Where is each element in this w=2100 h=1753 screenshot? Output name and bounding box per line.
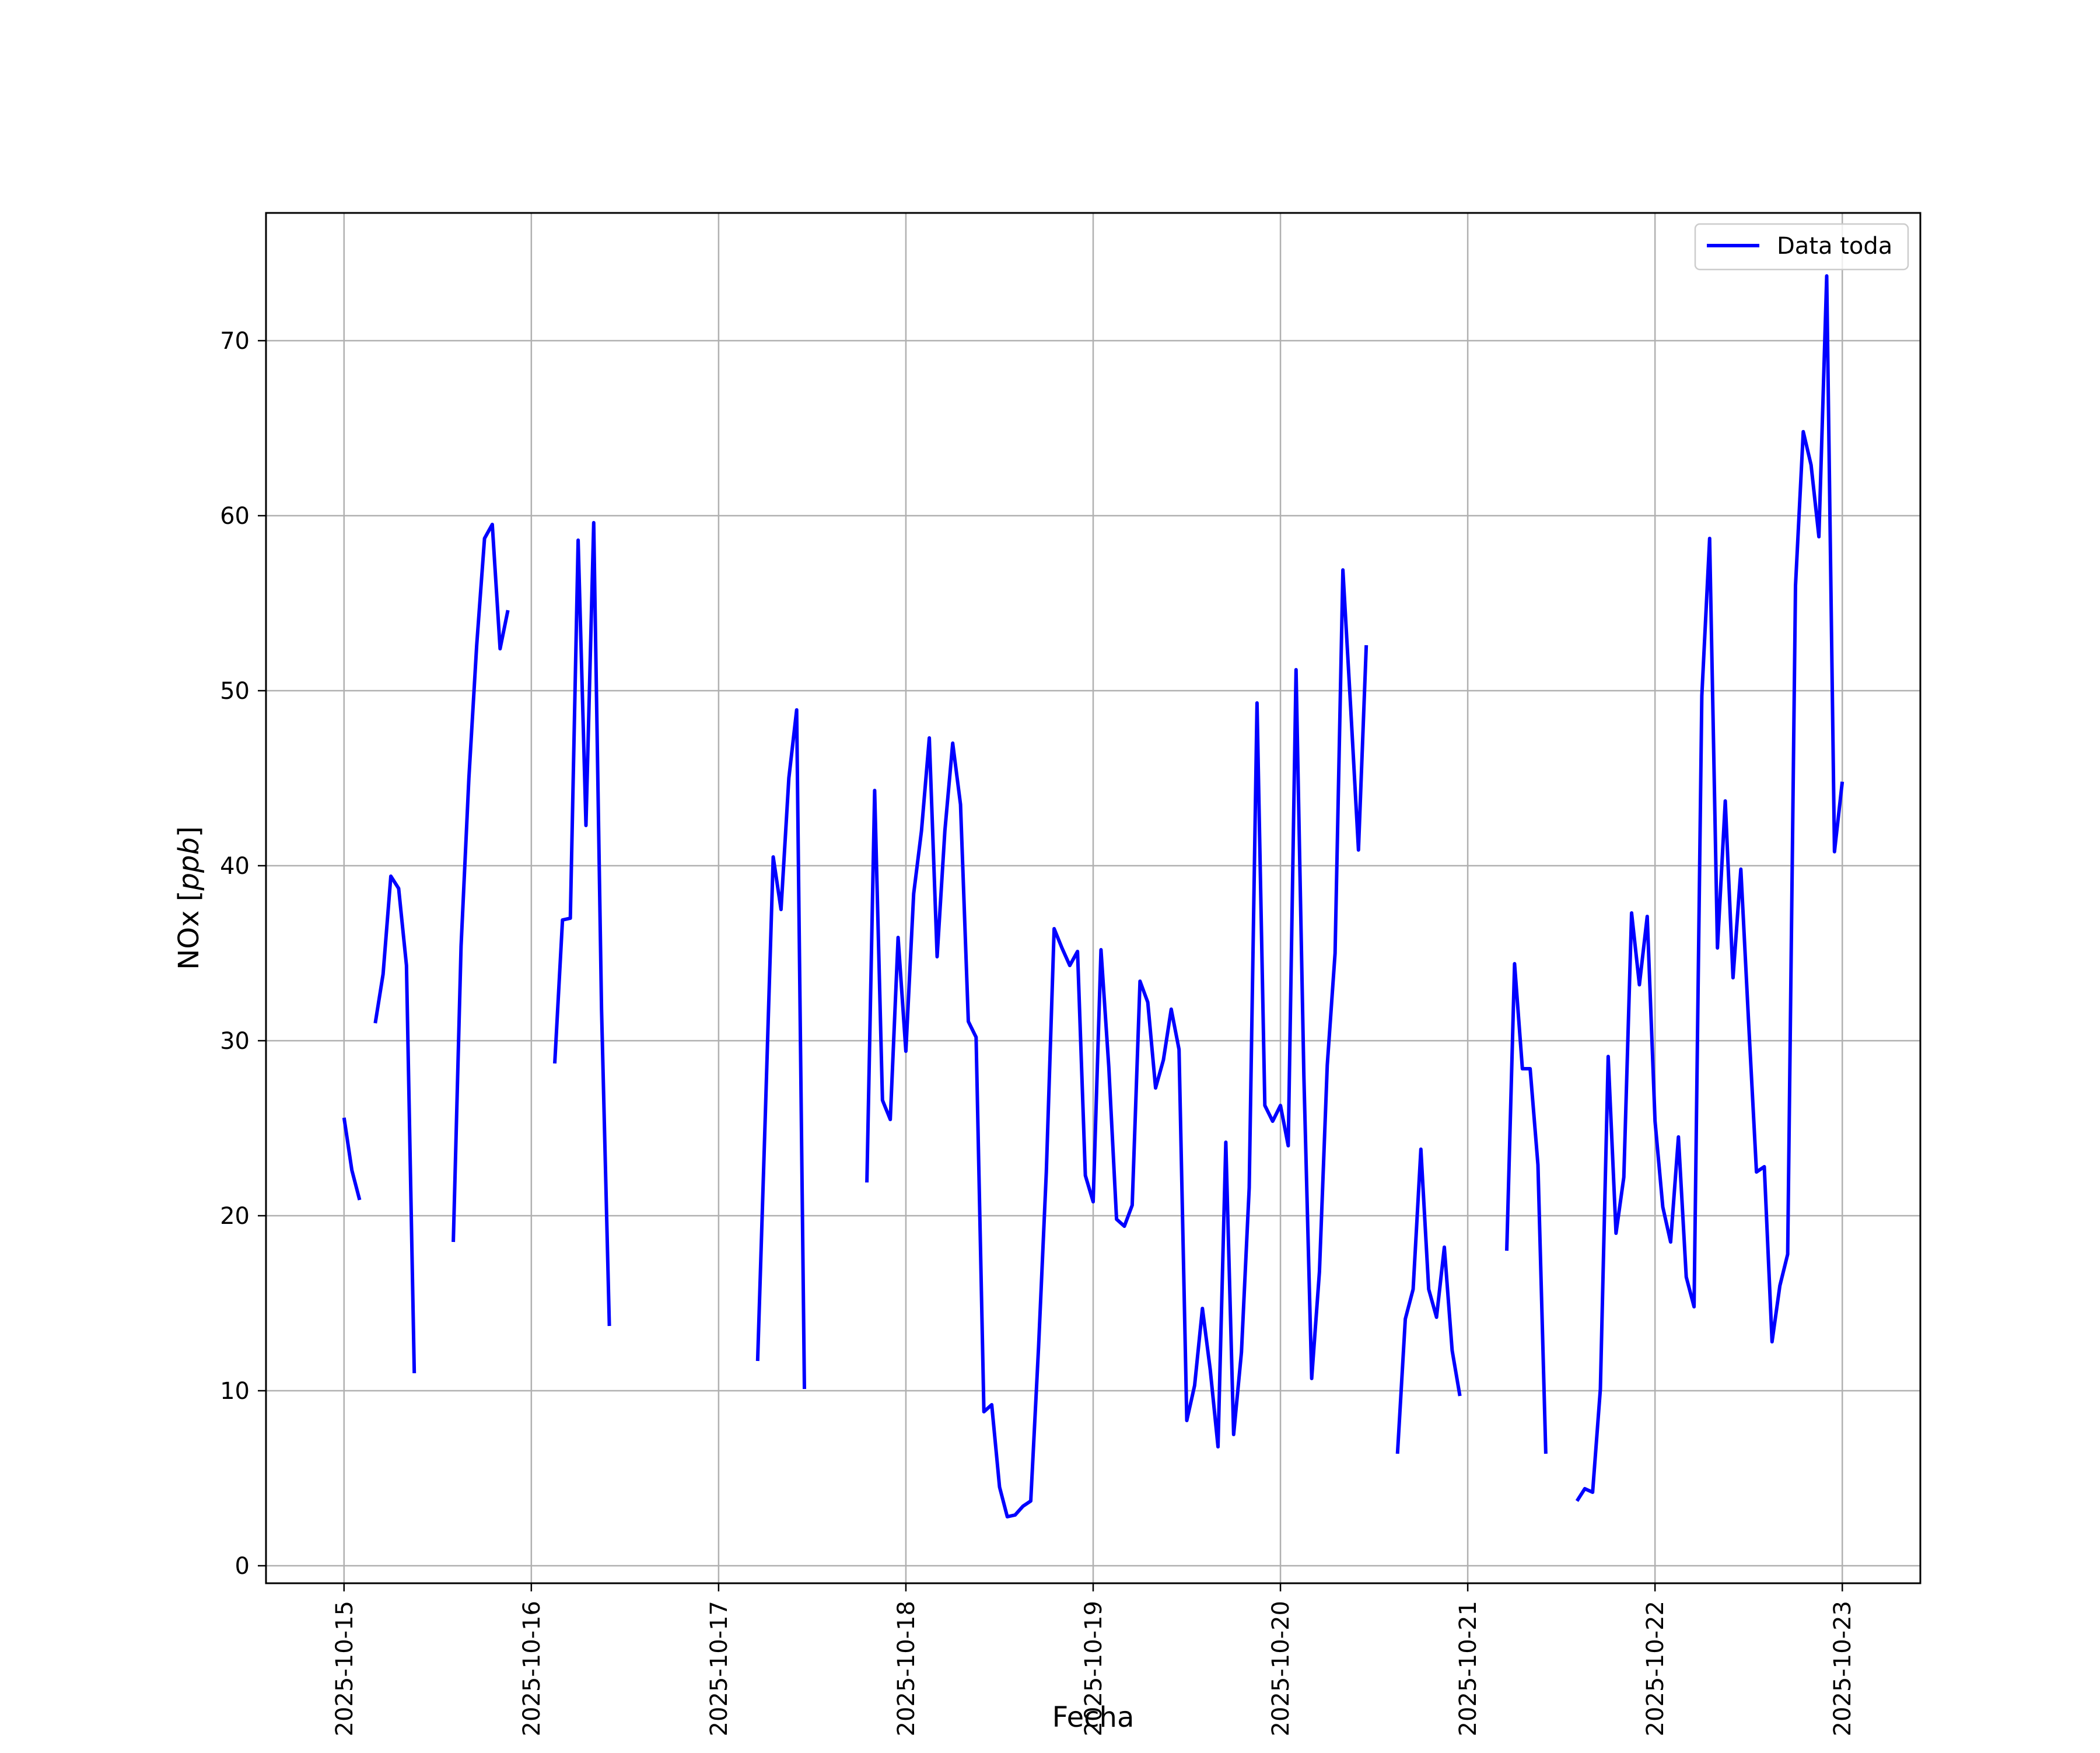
x-tick-label: 2025-10-23: [1829, 1601, 1856, 1736]
y-tick-label: 60: [220, 503, 250, 530]
y-tick-label: 40: [220, 853, 250, 880]
legend-box: [1694, 223, 1909, 271]
y-tick-label: 20: [220, 1203, 250, 1230]
series-line-segment: [452, 523, 510, 1243]
series-line-segment: [1395, 1147, 1462, 1454]
series-line-segment: [1575, 274, 1845, 1502]
y-axis-title-unit: ppb: [173, 837, 205, 891]
series-line-segment: [373, 874, 416, 1374]
y-tick-label: 10: [220, 1378, 250, 1405]
series-line-segment: [342, 1117, 362, 1201]
series-line-segment: [865, 568, 1368, 1518]
legend: Data toda: [1694, 223, 1909, 271]
x-axis: 2025-10-15 2025-10-16 2025-10-17 2025-10-18…: [331, 1583, 1856, 1736]
x-tick-label: 2025-10-17: [706, 1601, 733, 1736]
y-tick-label: 50: [220, 678, 250, 705]
y-axis-title: NOx [ppb]: [173, 826, 205, 970]
y-tick-label: 70: [220, 328, 250, 355]
x-axis-title: Fecha: [1052, 1701, 1135, 1734]
y-axis-title-close: ]: [173, 826, 205, 837]
y-axis-title-text: NOx [: [173, 891, 205, 970]
series-layer: [342, 274, 1845, 1518]
y-tick-label: 30: [220, 1028, 250, 1055]
legend-label: Data toda: [1777, 233, 1892, 260]
x-tick-label: 2025-10-18: [893, 1601, 920, 1736]
grid: [266, 213, 1920, 1583]
x-tick-label: 2025-10-15: [331, 1601, 358, 1736]
series-line-segment: [755, 708, 806, 1390]
x-tick-label: 2025-10-19: [1080, 1601, 1107, 1736]
x-tick-label: 2025-10-20: [1268, 1601, 1294, 1736]
x-tick-label: 2025-10-16: [519, 1601, 545, 1736]
series-line-segment: [553, 521, 611, 1327]
y-tick-label: 0: [235, 1553, 250, 1580]
x-tick-label: 2025-10-22: [1642, 1601, 1669, 1736]
y-axis: 0 10 20 30 40 50 60 70: [220, 328, 266, 1580]
x-tick-label: 2025-10-21: [1455, 1601, 1482, 1736]
series-line-segment: [1505, 962, 1548, 1454]
